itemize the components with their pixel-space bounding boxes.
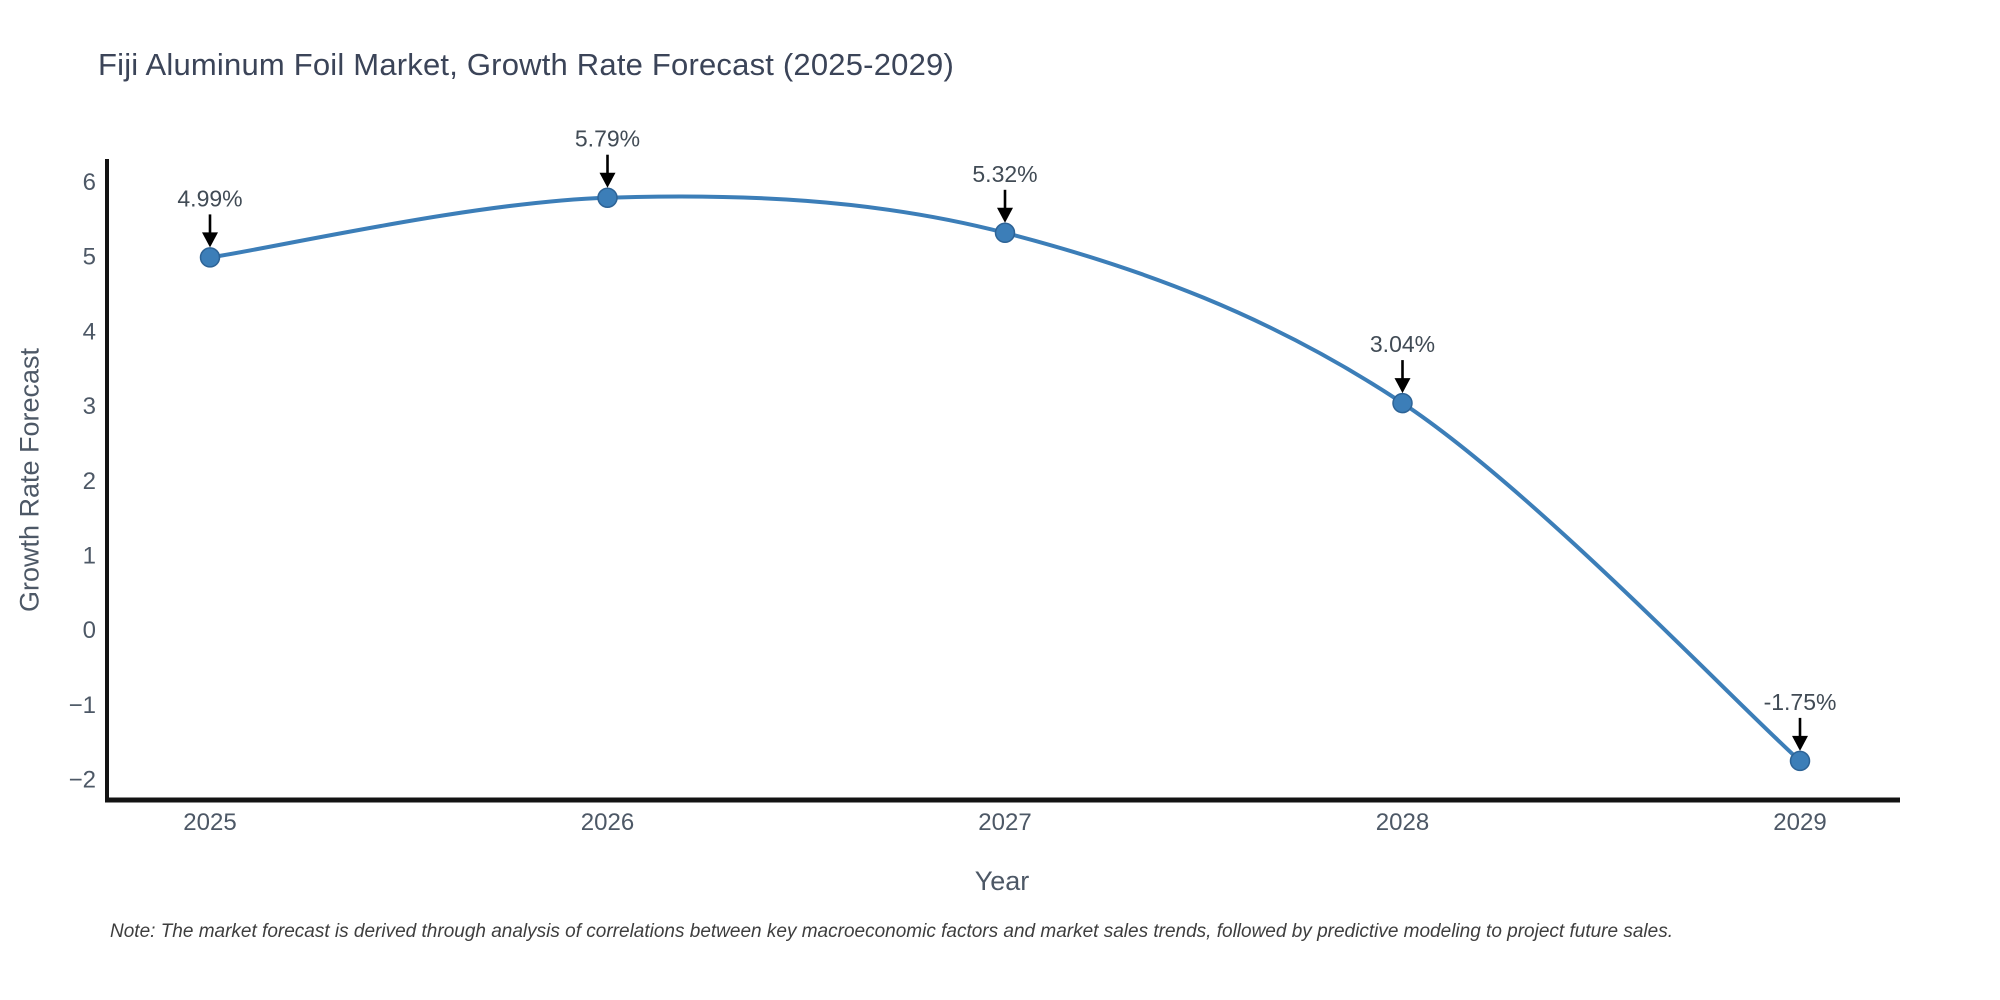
y-tick-label: 4 [83, 318, 96, 345]
annotation-arrowhead [1792, 735, 1808, 751]
annotation-arrowhead [202, 232, 218, 248]
data-point [1789, 750, 1811, 772]
data-point [199, 247, 221, 268]
point-value-label: 3.04% [1370, 331, 1435, 357]
x-tick-label: 2026 [581, 809, 634, 836]
footnote: Note: The market forecast is derived thr… [110, 921, 1673, 942]
y-tick-label: 1 [83, 543, 96, 570]
x-tick-label: 2025 [183, 809, 236, 836]
point-value-label: 4.99% [177, 185, 242, 211]
y-tick-label: 2 [83, 468, 96, 495]
data-point [597, 187, 618, 208]
data-point [1392, 392, 1413, 414]
y-tick-label: 0 [83, 617, 96, 644]
annotation-arrowhead [599, 172, 616, 188]
forecast-line [208, 194, 1802, 763]
chart-title: Fiji Aluminum Foil Market, Growth Rate F… [98, 47, 954, 82]
point-value-label: 5.32% [972, 161, 1037, 187]
y-tick-label: 3 [83, 393, 96, 420]
x-axis-title: Year [974, 866, 1030, 896]
data-point [994, 222, 1016, 244]
x-tick-label: 2028 [1376, 809, 1429, 836]
annotation-arrowhead [997, 207, 1013, 223]
point-value-label: 5.79% [575, 126, 640, 152]
x-tick-label: 2029 [1773, 809, 1826, 836]
x-tick-label: 2027 [978, 809, 1031, 836]
y-tick-label: 5 [83, 244, 96, 271]
y-tick-label: −1 [69, 692, 96, 719]
y-tick-label: −2 [69, 767, 96, 794]
y-tick-label: 6 [83, 169, 96, 196]
point-value-label: -1.75% [1764, 689, 1837, 715]
annotation-arrowhead [1394, 378, 1411, 394]
